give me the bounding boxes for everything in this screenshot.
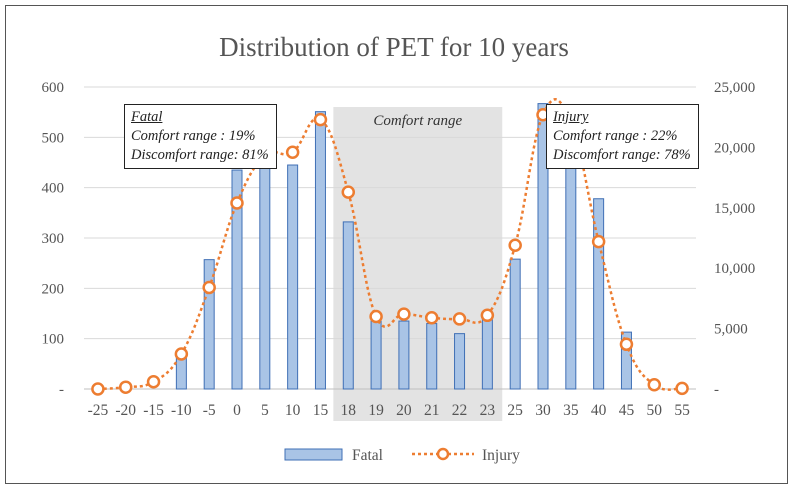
injury-point	[480, 308, 495, 323]
fatal-annotation: Fatal Comfort range : 19% Discomfort ran…	[124, 104, 277, 169]
x-tick-label: 0	[233, 402, 241, 419]
fatal-bar	[203, 259, 215, 390]
fatal-bar	[370, 320, 382, 390]
x-tick-label: 55	[674, 402, 690, 419]
chart-title: Distribution of PET for 10 years	[219, 32, 569, 62]
fatal-bar	[454, 333, 466, 390]
x-tick-label: 20	[396, 402, 412, 419]
injury-point	[675, 381, 689, 396]
injury-line	[91, 98, 689, 396]
injury-annotation-line: Comfort range : 22%	[553, 128, 678, 144]
legend-injury-label: Injury	[482, 447, 520, 464]
fatal-bar	[509, 258, 521, 390]
injury-point	[118, 380, 133, 394]
comfort-range-label: Comfort range	[373, 113, 462, 129]
injury-point	[146, 375, 161, 389]
x-tick-label: 19	[368, 402, 384, 419]
left-axis: - 100 200 300 400 500 600	[42, 80, 65, 398]
x-tick-label: 45	[619, 402, 635, 419]
x-tick-label: 22	[452, 402, 468, 419]
fatal-annotation-title: Fatal	[131, 109, 163, 125]
injury-point	[91, 382, 105, 396]
left-tick-label: 600	[42, 80, 65, 96]
injury-annotation: Injury Comfort range : 22% Discomfort ra…	[546, 104, 699, 169]
left-tick-label: 100	[42, 332, 65, 348]
x-tick-label: 30	[535, 402, 551, 419]
fatal-bar	[314, 111, 326, 390]
right-tick-label: 5,000	[714, 322, 748, 338]
x-tick-label: 15	[313, 402, 329, 419]
chart-frame: Distribution of PET for 10 years Comfort…	[5, 5, 788, 484]
x-tick-label: -20	[115, 402, 136, 419]
fatal-bar	[537, 103, 549, 390]
x-tick-label: -10	[171, 402, 192, 419]
fatal-bar	[426, 323, 438, 390]
left-tick-label: 200	[42, 281, 65, 297]
right-tick-label: 15,000	[714, 201, 755, 217]
x-tick-label: 5	[261, 402, 269, 419]
chart: Distribution of PET for 10 years Comfort…	[42, 32, 756, 464]
fatal-annotation-line: Discomfort range: 81%	[131, 147, 269, 163]
right-axis: - 5,000 10,000 15,000 20,000 25,000	[714, 80, 755, 398]
left-tick-label: 300	[42, 231, 65, 247]
x-tick-label: 50	[647, 402, 663, 419]
injury-point	[369, 309, 383, 324]
injury-point	[591, 234, 606, 249]
injury-annotation-line: Discomfort range: 78%	[553, 147, 691, 163]
legend-injury-marker	[436, 447, 450, 461]
legend: Fatal Injury	[284, 447, 520, 464]
fatal-bar	[231, 169, 243, 390]
right-tick-label: -	[714, 382, 719, 398]
x-tick-label: 35	[563, 402, 579, 419]
legend-fatal-label: Fatal	[352, 447, 383, 464]
injury-point	[397, 307, 411, 321]
x-tick-label: -15	[143, 402, 164, 419]
x-tick-label: -25	[88, 402, 109, 419]
right-tick-label: 20,000	[714, 140, 755, 156]
injury-point	[174, 347, 189, 361]
left-tick-label: -	[59, 382, 64, 398]
fatal-bar	[481, 318, 493, 390]
fatal-bar	[287, 164, 299, 390]
injury-point	[647, 378, 662, 392]
injury-point	[341, 185, 356, 199]
left-tick-label: 400	[42, 181, 65, 197]
fatal-bar	[342, 221, 354, 390]
right-tick-label: 10,000	[714, 261, 755, 277]
injury-point	[313, 112, 328, 127]
injury-point	[285, 145, 300, 159]
injury-point	[424, 310, 439, 325]
x-tick-label: -5	[203, 402, 216, 419]
fatal-annotation-line: Comfort range : 19%	[131, 128, 256, 144]
fatal-bar	[620, 331, 632, 390]
legend-fatal-swatch	[284, 448, 343, 461]
x-tick-label: 10	[285, 402, 301, 419]
left-tick-label: 500	[42, 130, 65, 146]
injury-point	[202, 280, 216, 295]
right-tick-label: 25,000	[714, 80, 755, 96]
injury-annotation-title: Injury	[553, 109, 589, 125]
x-tick-label: 21	[424, 402, 440, 419]
x-tick-label: 23	[480, 402, 496, 419]
x-axis: -25 -20 -15 -10 -5 0 5 10 15 18 19 20 21 22 23 25 30 35 40…	[88, 402, 691, 419]
injury-point	[452, 312, 467, 326]
comfort-range-region	[333, 107, 503, 421]
fatal-bar	[593, 198, 605, 390]
fatal-bars	[175, 103, 632, 390]
x-tick-label: 18	[341, 402, 357, 419]
x-tick-label: 25	[507, 402, 523, 419]
fatal-bar	[175, 355, 187, 390]
injury-point	[619, 337, 634, 352]
injury-point	[508, 238, 522, 252]
fatal-bar	[398, 320, 410, 390]
injury-point	[230, 196, 244, 210]
fatal-bar	[259, 167, 271, 390]
x-tick-label: 40	[591, 402, 607, 419]
